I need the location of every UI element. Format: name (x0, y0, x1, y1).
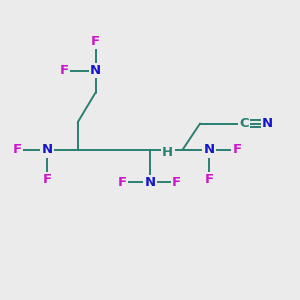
Text: N: N (262, 117, 273, 130)
Text: F: F (60, 64, 69, 77)
Text: F: F (13, 143, 22, 157)
Text: H: H (162, 146, 173, 159)
Text: F: F (172, 176, 181, 189)
Text: C: C (239, 117, 249, 130)
Text: F: F (118, 176, 127, 189)
Text: F: F (42, 173, 52, 186)
Text: F: F (204, 173, 214, 186)
Text: N: N (90, 64, 101, 77)
Text: N: N (41, 143, 52, 157)
Text: N: N (144, 176, 156, 189)
Text: F: F (232, 143, 242, 157)
Text: F: F (91, 34, 100, 48)
Text: N: N (203, 143, 214, 157)
